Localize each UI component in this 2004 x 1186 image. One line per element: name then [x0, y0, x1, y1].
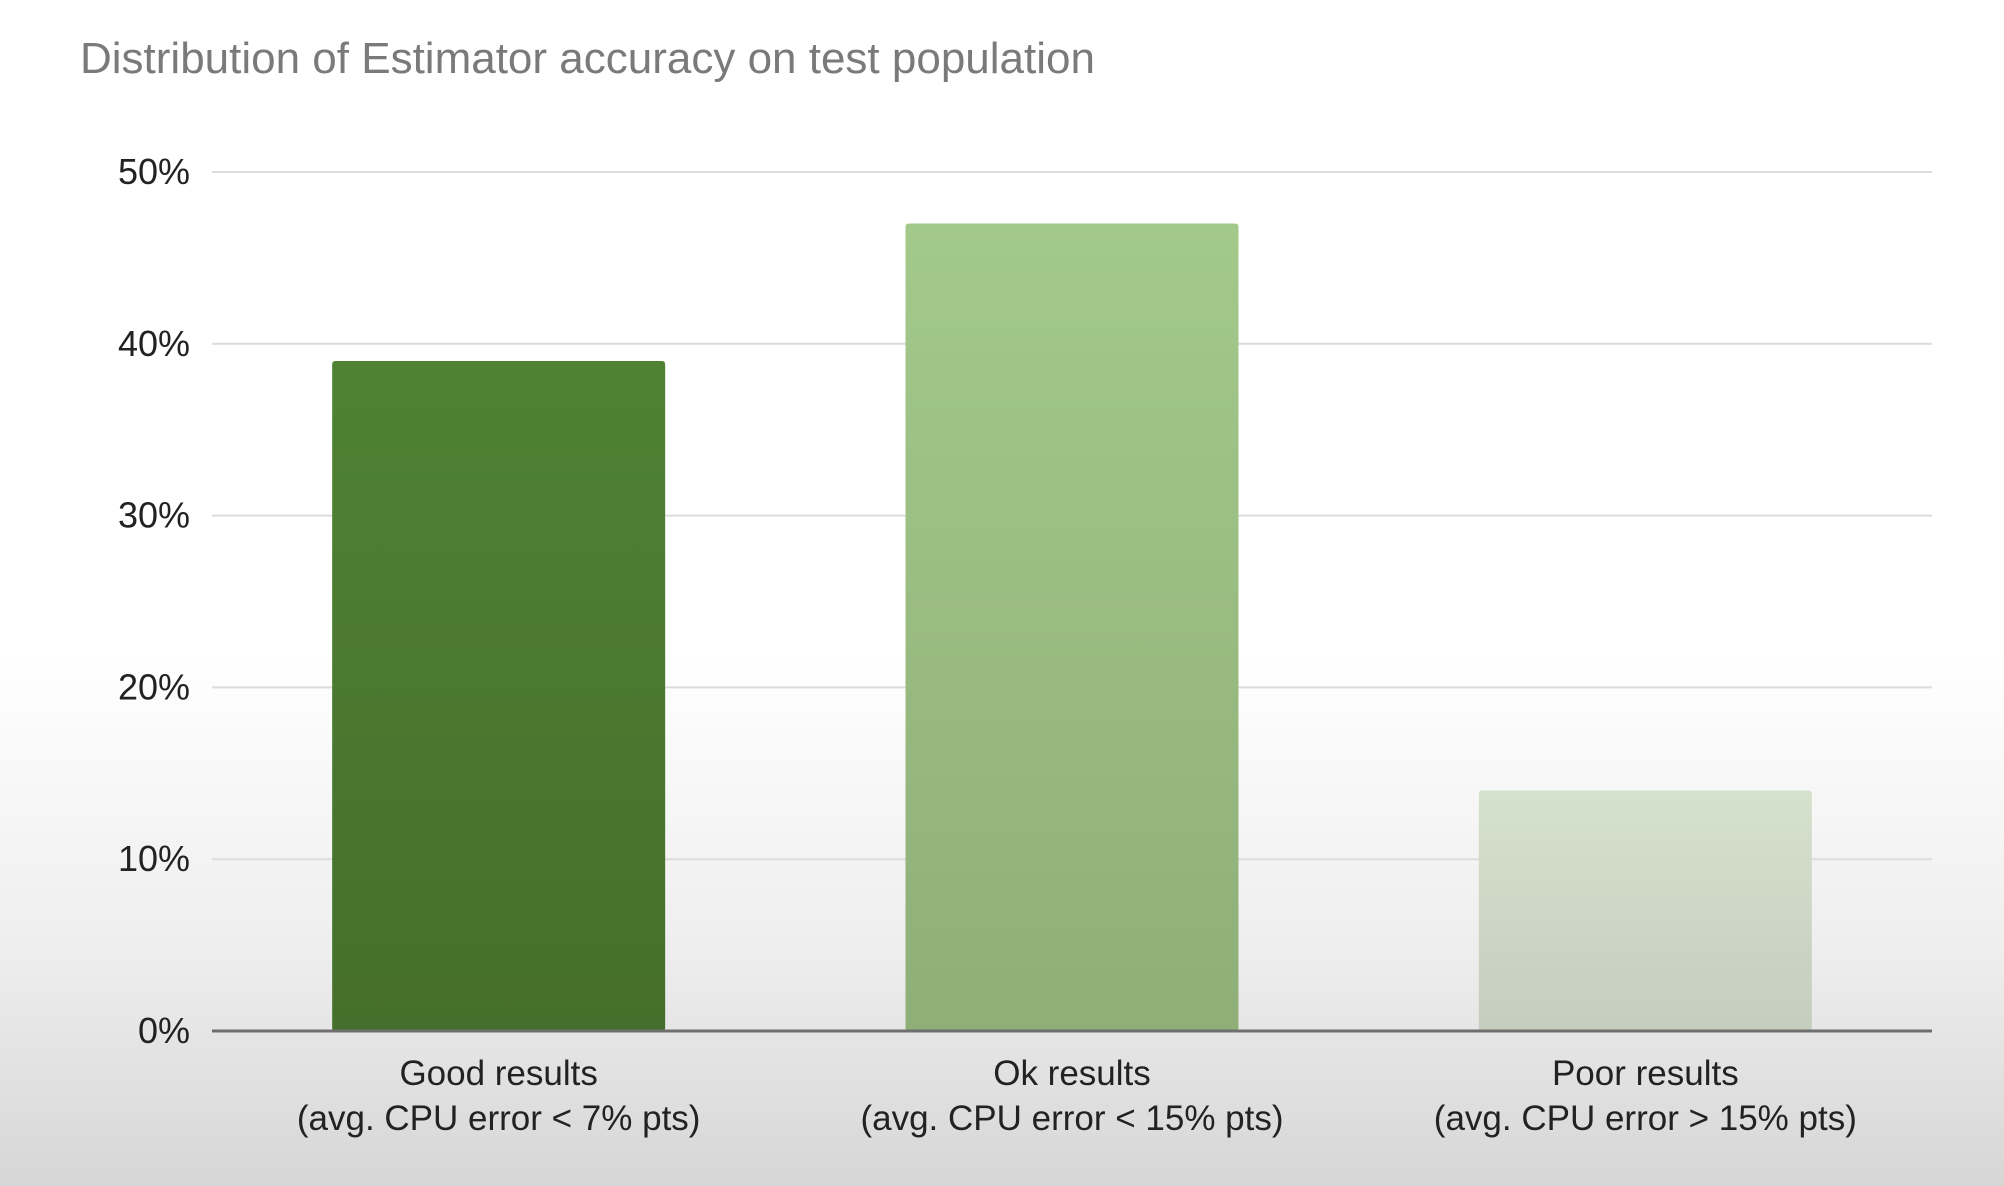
- y-tick-label: 40%: [118, 323, 190, 364]
- bar: [332, 360, 666, 1032]
- x-tick-label: (avg. CPU error < 15% pts): [860, 1099, 1283, 1138]
- chart-title: Distribution of Estimator accuracy on te…: [80, 34, 1095, 83]
- y-tick-label: 50%: [118, 151, 190, 192]
- bar: [905, 223, 1239, 1032]
- bar: [1478, 790, 1812, 1031]
- y-tick-label: 20%: [118, 666, 190, 707]
- x-tick-label: (avg. CPU error < 7% pts): [297, 1099, 701, 1138]
- x-tick-label: Ok results: [993, 1054, 1151, 1093]
- y-tick-label: 0%: [138, 1010, 190, 1051]
- x-tick-label: (avg. CPU error > 15% pts): [1434, 1099, 1857, 1138]
- x-tick-label: Good results: [399, 1054, 597, 1093]
- y-tick-label: 30%: [118, 495, 190, 536]
- x-tick-label: Poor results: [1552, 1054, 1739, 1093]
- y-tick-label: 10%: [118, 838, 190, 879]
